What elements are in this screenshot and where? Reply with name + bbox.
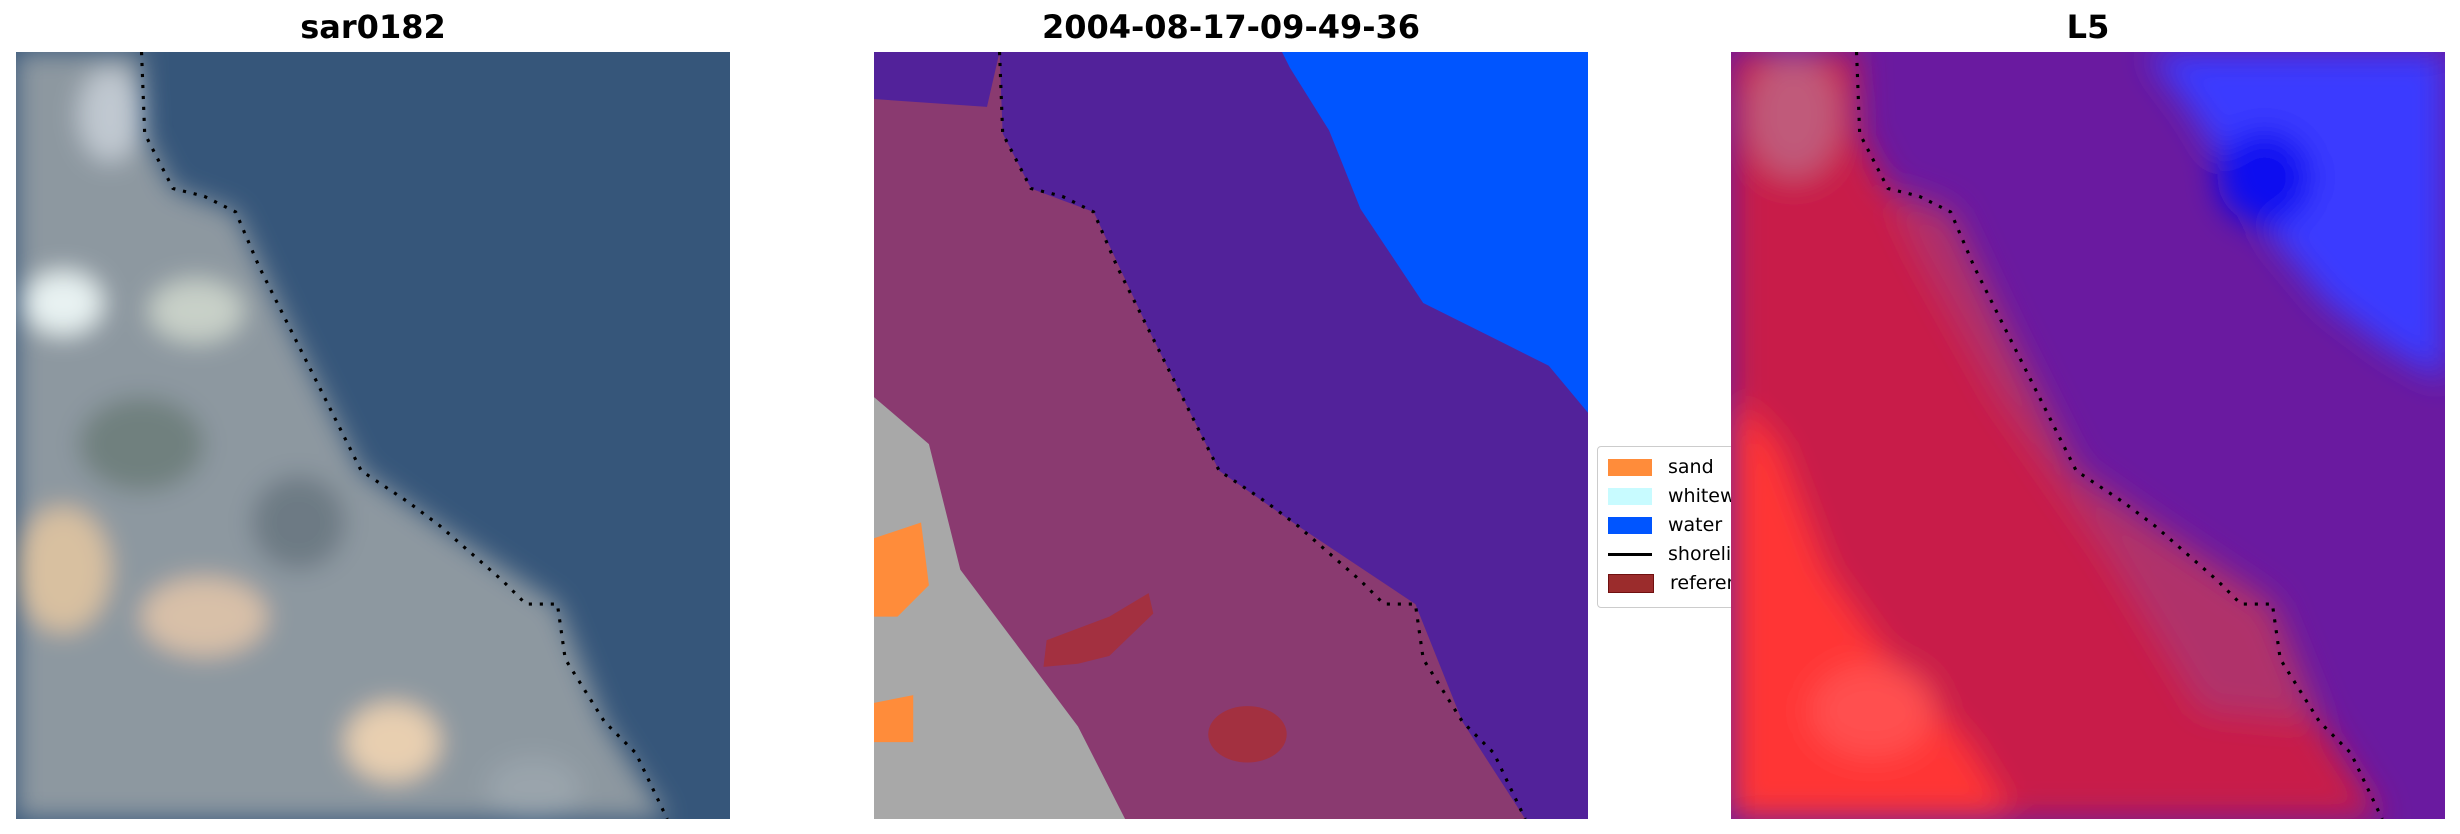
panel-title-1: sar0182	[300, 8, 446, 46]
panel-title-2: 2004-08-17-09-49-36	[1041, 8, 1421, 46]
satellite-image-panel	[16, 52, 730, 819]
probability-panel	[1731, 52, 2445, 819]
panel-title-3: L5	[2066, 8, 2110, 46]
classification-panel	[874, 52, 1588, 819]
legend-item-water: water	[1608, 513, 1722, 537]
legend-item-sand: sand	[1608, 455, 1714, 479]
